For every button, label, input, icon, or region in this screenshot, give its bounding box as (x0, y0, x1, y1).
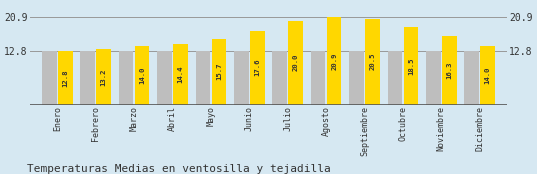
Text: 16.3: 16.3 (446, 62, 452, 79)
Text: 15.7: 15.7 (216, 63, 222, 80)
Bar (365, 19, 380, 105)
Bar (81, 51, 95, 105)
Bar (212, 39, 226, 105)
Bar (349, 51, 364, 105)
Text: 14.4: 14.4 (178, 66, 184, 83)
Bar (288, 21, 303, 105)
Bar (442, 36, 456, 105)
Bar (426, 51, 440, 105)
Bar (465, 51, 479, 105)
Bar (272, 51, 287, 105)
Text: Temperaturas Medias en ventosilla y tejadilla: Temperaturas Medias en ventosilla y teja… (27, 164, 331, 174)
Text: 14.0: 14.0 (139, 66, 145, 84)
Bar (388, 51, 402, 105)
Text: 12.8: 12.8 (62, 69, 68, 86)
Bar (135, 46, 149, 105)
Bar (173, 44, 188, 105)
Text: 20.9: 20.9 (331, 52, 337, 70)
Text: 17.6: 17.6 (255, 59, 260, 77)
Bar (311, 51, 325, 105)
Bar (119, 51, 133, 105)
Bar (250, 31, 265, 105)
Text: 13.2: 13.2 (101, 68, 107, 86)
Text: 20.0: 20.0 (293, 54, 299, 72)
Text: 18.5: 18.5 (408, 57, 414, 75)
Bar (327, 17, 342, 105)
Bar (481, 46, 495, 105)
Bar (195, 51, 210, 105)
Bar (42, 51, 56, 105)
Bar (157, 51, 172, 105)
Text: 14.0: 14.0 (485, 66, 491, 84)
Text: 20.5: 20.5 (369, 53, 375, 70)
Bar (58, 51, 72, 105)
Bar (234, 51, 249, 105)
Bar (404, 27, 418, 105)
Bar (97, 49, 111, 105)
